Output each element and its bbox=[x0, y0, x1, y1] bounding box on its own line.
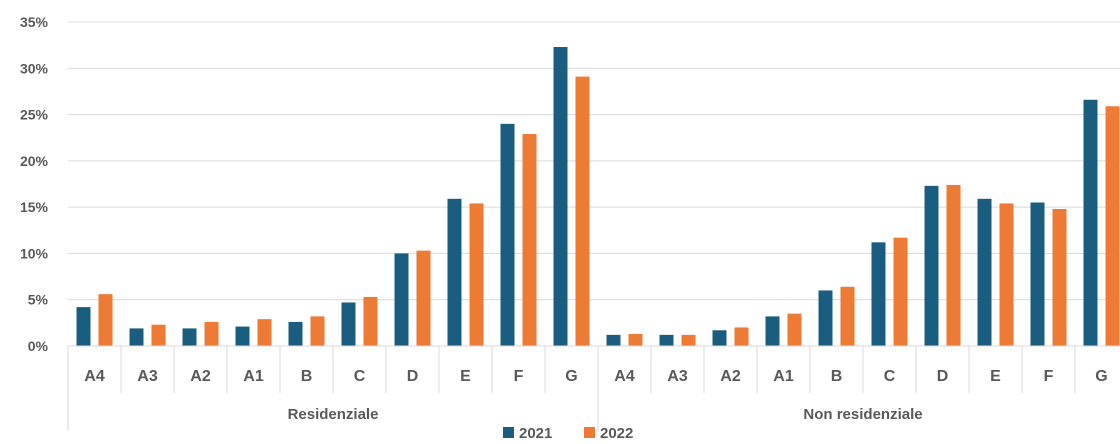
y-tick-label: 35% bbox=[20, 14, 49, 30]
x-tick-label: E bbox=[990, 368, 1001, 385]
bar-2022 bbox=[946, 184, 961, 346]
legend-swatch bbox=[584, 427, 595, 438]
y-tick-label: 20% bbox=[20, 153, 49, 169]
bar-2021 bbox=[394, 253, 409, 346]
bar-2021 bbox=[553, 46, 568, 346]
x-tick-label: B bbox=[301, 368, 313, 385]
bar-2021 bbox=[76, 307, 91, 346]
bar-2022 bbox=[575, 76, 590, 347]
y-tick-label: 10% bbox=[20, 245, 49, 261]
bar-2022 bbox=[363, 296, 378, 346]
bar-2021 bbox=[288, 321, 303, 346]
group-label: Residenziale bbox=[288, 406, 379, 423]
bar-2022 bbox=[469, 203, 484, 346]
x-tick-label: G bbox=[1095, 368, 1107, 385]
x-tick-label: A3 bbox=[137, 368, 158, 385]
bar-2021 bbox=[977, 198, 992, 346]
x-axis: A4 A3 A2 A1 B C D E F G A4 A3 A2 A1 B C D E F G Residenziale… bbox=[67, 345, 1120, 431]
x-tick-label: A1 bbox=[773, 368, 794, 385]
x-tick-label: B bbox=[831, 368, 843, 385]
bar-2022 bbox=[98, 294, 113, 346]
bar-2022 bbox=[681, 334, 696, 346]
y-axis-ticks: 0% 5% 10% 15% 20% 25% 30% 35% bbox=[20, 14, 49, 354]
bars bbox=[76, 46, 1120, 347]
x-tick-label: F bbox=[1044, 368, 1054, 385]
x-tick-label: C bbox=[354, 368, 366, 385]
y-tick-label: 30% bbox=[20, 60, 49, 76]
bar-2021 bbox=[606, 334, 621, 346]
bar-2021 bbox=[500, 123, 515, 346]
legend-label: 2021 bbox=[519, 425, 552, 439]
bar-2022 bbox=[522, 134, 537, 346]
x-tick-label: C bbox=[884, 368, 896, 385]
group-label: Non residenziale bbox=[803, 406, 922, 423]
legend-label: 2022 bbox=[600, 425, 633, 439]
bar-2021 bbox=[235, 326, 250, 346]
bar-2021 bbox=[1083, 99, 1098, 346]
bar-2021 bbox=[182, 328, 197, 346]
bar-2021 bbox=[818, 290, 833, 346]
bar-2022 bbox=[257, 319, 272, 346]
bar-2022 bbox=[628, 333, 643, 346]
bar-2021 bbox=[871, 242, 886, 346]
bar-2022 bbox=[204, 321, 219, 346]
bar-2021 bbox=[129, 328, 144, 346]
bar-2022 bbox=[310, 316, 325, 346]
x-tick-label: D bbox=[937, 368, 949, 385]
x-tick-label: F bbox=[514, 368, 524, 385]
bar-2022 bbox=[734, 327, 749, 346]
y-tick-label: 0% bbox=[28, 338, 49, 354]
bar-2022 bbox=[840, 286, 855, 346]
bar-2022 bbox=[1052, 208, 1067, 346]
bar-2022 bbox=[893, 237, 908, 346]
bar-2022 bbox=[787, 313, 802, 346]
bar-2022 bbox=[999, 203, 1014, 346]
x-tick-label: G bbox=[565, 368, 577, 385]
x-tick-label: A2 bbox=[190, 368, 211, 385]
x-tick-label: A2 bbox=[720, 368, 741, 385]
x-tick-label: A4 bbox=[614, 368, 635, 385]
x-tick-label: A1 bbox=[243, 368, 264, 385]
bar-2021 bbox=[659, 334, 674, 346]
bar-2021 bbox=[341, 302, 356, 346]
y-tick-label: 5% bbox=[28, 292, 49, 308]
legend: 2021 2022 bbox=[503, 425, 633, 442]
bar-2021 bbox=[765, 316, 780, 346]
bar-2022 bbox=[151, 324, 166, 346]
legend-swatch bbox=[503, 427, 514, 438]
bar-2021 bbox=[447, 198, 462, 346]
bar-2022 bbox=[1105, 106, 1120, 347]
bar-2021 bbox=[712, 330, 727, 346]
bar-2021 bbox=[1030, 202, 1045, 346]
y-tick-label: 15% bbox=[20, 199, 49, 215]
gridlines bbox=[68, 21, 1120, 301]
bar-2022 bbox=[416, 250, 431, 346]
x-tick-label: D bbox=[407, 368, 419, 385]
bar-2021 bbox=[924, 185, 939, 346]
y-tick-label: 25% bbox=[20, 107, 49, 123]
x-tick-label: A3 bbox=[667, 368, 688, 385]
x-tick-label: A4 bbox=[84, 368, 105, 385]
x-tick-label: E bbox=[460, 368, 471, 385]
